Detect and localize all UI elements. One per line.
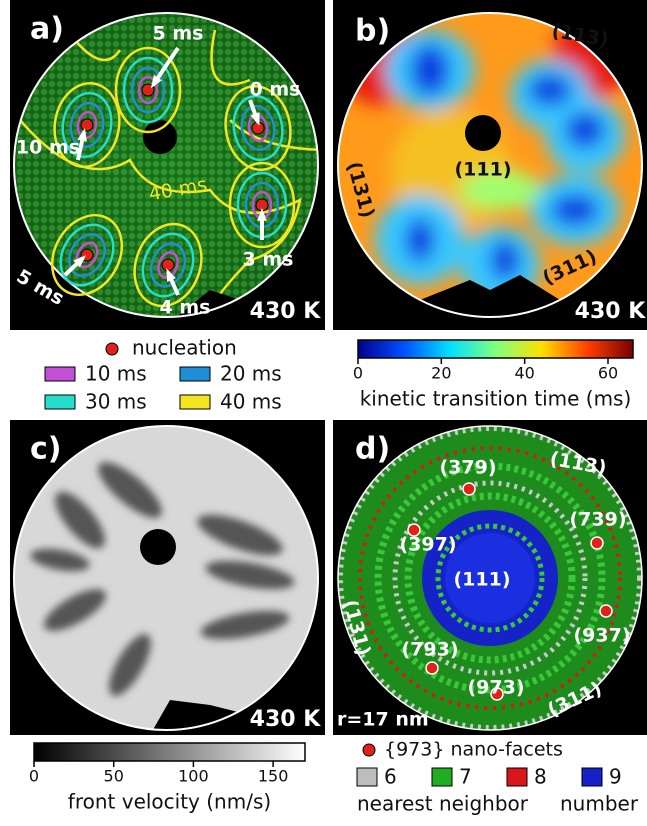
tick-label: 40 xyxy=(514,364,534,383)
tick-label: 20 xyxy=(431,364,451,383)
tick-label: 0 xyxy=(29,767,39,786)
tick-label: 60 xyxy=(598,364,618,383)
facet-label: (937) xyxy=(573,625,630,647)
legend-swatch xyxy=(357,768,377,786)
temperature: 430 K xyxy=(575,299,647,324)
legend-text: 6 xyxy=(384,765,397,789)
tick-label: 100 xyxy=(178,767,209,786)
panel-label: c) xyxy=(30,432,62,467)
panel-label: d) xyxy=(355,432,390,467)
legend-text: 8 xyxy=(534,765,547,789)
panel-label: b) xyxy=(355,14,390,49)
legend-swatch xyxy=(507,768,527,786)
legend-caption: number xyxy=(560,792,639,816)
colorbar xyxy=(34,743,305,761)
legend-text: {973} nano-facets xyxy=(384,739,563,761)
legend-swatch xyxy=(582,768,602,786)
time-label: 4 ms xyxy=(160,297,211,319)
time-label: 10 ms xyxy=(16,137,80,159)
colorbar-label: front velocity (nm/s) xyxy=(68,790,271,814)
tick-label: 50 xyxy=(104,767,124,786)
scale: r=17 nm xyxy=(337,709,429,731)
legend-swatch xyxy=(180,367,210,381)
legend-text: 10 ms xyxy=(85,362,147,386)
time-label: 3 ms xyxy=(243,249,294,271)
legend-swatch xyxy=(432,768,452,786)
legend-marker xyxy=(363,744,375,756)
legend-text: nucleation xyxy=(132,336,237,360)
nano-facet xyxy=(426,662,438,674)
colorbar xyxy=(358,340,633,358)
colorbar-label: kinetic transition time (ms) xyxy=(360,387,632,411)
nano-facet xyxy=(600,605,612,617)
time-label: 0 ms xyxy=(250,79,301,101)
legend-swatch xyxy=(45,367,75,381)
legend-swatch xyxy=(45,395,75,409)
legend-text: 40 ms xyxy=(220,390,282,414)
facet-label: (793) xyxy=(401,639,458,661)
nucleation-site xyxy=(81,119,93,131)
facet-label: (739) xyxy=(569,509,626,531)
nucleation-site xyxy=(162,259,174,271)
legend-caption: nearest neighbor xyxy=(357,792,529,816)
temperature: 430 K xyxy=(250,299,322,324)
legend-marker xyxy=(106,343,118,355)
legend-text: 20 ms xyxy=(220,362,282,386)
time-label: 5 ms xyxy=(153,23,204,45)
legend-text: 7 xyxy=(459,765,472,789)
nano-facet xyxy=(591,537,603,549)
facet-label: (973) xyxy=(467,677,524,699)
temperature: 430 K xyxy=(250,707,322,732)
panel-label: a) xyxy=(30,12,64,47)
legend-swatch xyxy=(180,395,210,409)
figure: a) 430 K b) 430 K c) 430 K d) r=17 nm 5 ms 0 ms 10… xyxy=(0,0,647,822)
tick-label: 0 xyxy=(353,364,363,383)
facet-label: (111) xyxy=(454,159,511,181)
nano-facet xyxy=(463,483,475,495)
facet-label: (379) xyxy=(439,457,496,479)
facet-label: (397) xyxy=(399,534,456,556)
legend-text: 30 ms xyxy=(85,390,147,414)
facet-label: (111) xyxy=(453,569,510,591)
tick-label: 150 xyxy=(258,767,289,786)
legend-text: 9 xyxy=(609,765,622,789)
